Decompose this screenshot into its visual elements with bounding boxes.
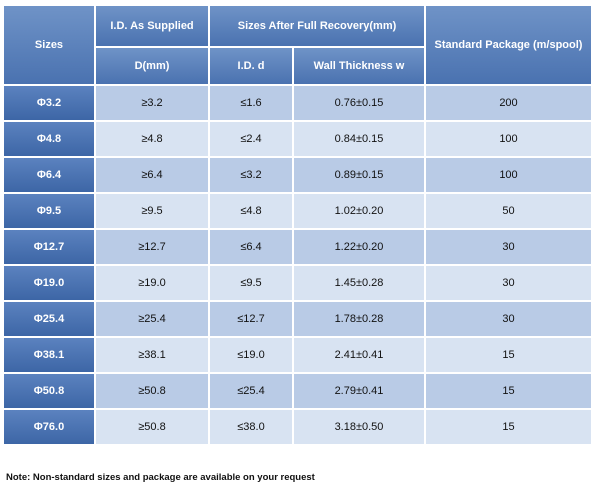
wall-cell: 3.18±0.50 [292, 408, 426, 446]
header-package: Standard Package (m/spool) [424, 4, 592, 86]
wall-cell: 0.89±0.15 [292, 156, 426, 194]
header-sizes: Sizes [2, 4, 96, 86]
package-cell: 15 [424, 408, 592, 446]
id-cell: ≤9.5 [208, 264, 294, 302]
wall-cell: 1.02±0.20 [292, 192, 426, 230]
size-cell: Φ19.0 [2, 264, 96, 302]
size-cell: Φ9.5 [2, 192, 96, 230]
wall-cell: 1.78±0.28 [292, 300, 426, 338]
size-cell: Φ50.8 [2, 372, 96, 410]
table-row: Φ9.5 ≥9.5 ≤4.8 1.02±0.20 50 [2, 192, 592, 230]
id-cell: ≤4.8 [208, 192, 294, 230]
id-cell: ≤19.0 [208, 336, 294, 374]
size-cell: Φ6.4 [2, 156, 96, 194]
size-cell: Φ4.8 [2, 120, 96, 158]
supplied-cell: ≥12.7 [94, 228, 210, 266]
id-cell: ≤2.4 [208, 120, 294, 158]
table-row: Φ12.7 ≥12.7 ≤6.4 1.22±0.20 30 [2, 228, 592, 266]
wall-cell: 0.84±0.15 [292, 120, 426, 158]
wall-cell: 1.45±0.28 [292, 264, 426, 302]
table-row: Φ38.1 ≥38.1 ≤19.0 2.41±0.41 15 [2, 336, 592, 374]
id-cell: ≤38.0 [208, 408, 294, 446]
table-body: Φ3.2 ≥3.2 ≤1.6 0.76±0.15 200 Φ4.8 ≥4.8 ≤… [2, 84, 592, 446]
id-cell: ≤1.6 [208, 84, 294, 122]
table-row: Φ76.0 ≥50.8 ≤38.0 3.18±0.50 15 [2, 408, 592, 446]
table-row: Φ50.8 ≥50.8 ≤25.4 2.79±0.41 15 [2, 372, 592, 410]
package-cell: 15 [424, 372, 592, 410]
supplied-cell: ≥25.4 [94, 300, 210, 338]
supplied-cell: ≥4.8 [94, 120, 210, 158]
footnote: Note: Non-standard sizes and package are… [6, 472, 315, 483]
id-cell: ≤25.4 [208, 372, 294, 410]
package-cell: 30 [424, 300, 592, 338]
package-cell: 30 [424, 228, 592, 266]
table-row: Φ6.4 ≥6.4 ≤3.2 0.89±0.15 100 [2, 156, 592, 194]
header-id-supplied-unit: D(mm) [94, 46, 210, 86]
size-cell: Φ3.2 [2, 84, 96, 122]
id-cell: ≤3.2 [208, 156, 294, 194]
size-cell: Φ38.1 [2, 336, 96, 374]
size-cell: Φ76.0 [2, 408, 96, 446]
supplied-cell: ≥50.8 [94, 408, 210, 446]
table-header: Sizes I.D. As Supplied Sizes After Full … [2, 4, 592, 86]
wall-cell: 0.76±0.15 [292, 84, 426, 122]
id-cell: ≤12.7 [208, 300, 294, 338]
wall-cell: 1.22±0.20 [292, 228, 426, 266]
size-cell: Φ12.7 [2, 228, 96, 266]
id-cell: ≤6.4 [208, 228, 294, 266]
package-cell: 15 [424, 336, 592, 374]
header-id-supplied: I.D. As Supplied [94, 4, 210, 48]
package-cell: 50 [424, 192, 592, 230]
header-recovery: Sizes After Full Recovery(mm) [208, 4, 426, 48]
supplied-cell: ≥3.2 [94, 84, 210, 122]
table-row: Φ19.0 ≥19.0 ≤9.5 1.45±0.28 30 [2, 264, 592, 302]
wall-cell: 2.41±0.41 [292, 336, 426, 374]
package-cell: 200 [424, 84, 592, 122]
size-cell: Φ25.4 [2, 300, 96, 338]
package-cell: 30 [424, 264, 592, 302]
package-cell: 100 [424, 120, 592, 158]
supplied-cell: ≥50.8 [94, 372, 210, 410]
table-row: Φ25.4 ≥25.4 ≤12.7 1.78±0.28 30 [2, 300, 592, 338]
supplied-cell: ≥9.5 [94, 192, 210, 230]
supplied-cell: ≥38.1 [94, 336, 210, 374]
supplied-cell: ≥6.4 [94, 156, 210, 194]
table-row: Φ3.2 ≥3.2 ≤1.6 0.76±0.15 200 [2, 84, 592, 122]
size-spec-table: Sizes I.D. As Supplied Sizes After Full … [2, 4, 592, 446]
header-wall-thickness: Wall Thickness w [292, 46, 426, 86]
package-cell: 100 [424, 156, 592, 194]
table-row: Φ4.8 ≥4.8 ≤2.4 0.84±0.15 100 [2, 120, 592, 158]
supplied-cell: ≥19.0 [94, 264, 210, 302]
header-id-d: I.D. d [208, 46, 294, 86]
wall-cell: 2.79±0.41 [292, 372, 426, 410]
